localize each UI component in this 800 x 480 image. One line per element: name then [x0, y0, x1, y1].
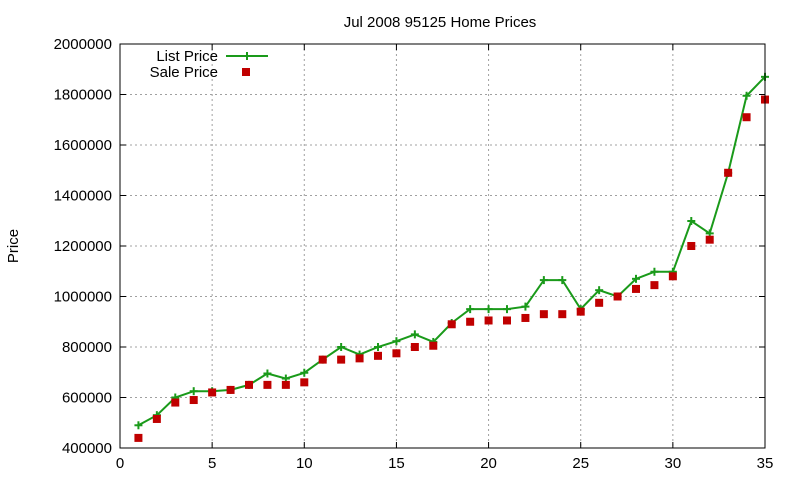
- sale-price-point: [245, 380, 253, 389]
- sale-price-point: [447, 320, 456, 329]
- sale-price-point: [742, 113, 751, 122]
- list-price-point: [337, 343, 346, 351]
- list-price-point: [392, 337, 401, 346]
- y-tick-label: 400000: [62, 440, 112, 457]
- y-tick-label: 1400000: [54, 188, 112, 205]
- y-axis-label: Price: [5, 229, 22, 263]
- y-tick-label: 1000000: [54, 289, 112, 306]
- grid-lines: [120, 44, 765, 448]
- sale-price-point: [355, 354, 364, 363]
- list-price-point: [263, 369, 272, 378]
- sale-price-point: [134, 433, 143, 442]
- y-tick-label: 1800000: [54, 87, 112, 104]
- sale-price-point: [632, 284, 640, 293]
- sale-price-point: [429, 341, 438, 350]
- sale-price-point: [226, 385, 235, 394]
- x-tick-label: 35: [757, 455, 774, 472]
- x-tick-label: 20: [480, 455, 497, 472]
- sale-price-point: [650, 281, 659, 290]
- x-tick-label: 15: [388, 455, 405, 472]
- legend-marker: [242, 68, 250, 76]
- series-layer: [134, 72, 769, 442]
- sale-price-point: [521, 313, 530, 322]
- x-tick-label: 0: [116, 455, 124, 472]
- legend-label: Sale Price: [150, 64, 218, 81]
- sale-price-point: [687, 242, 696, 250]
- y-tick-label: 2000000: [54, 36, 112, 53]
- y-tick-label: 1200000: [54, 238, 112, 255]
- sale-price-point: [705, 235, 714, 244]
- sale-price-point: [576, 307, 585, 316]
- sale-price-point: [503, 316, 511, 325]
- chart-title: Jul 2008 95125 Home Prices: [344, 14, 537, 31]
- list-price-point: [521, 302, 530, 311]
- sale-price-point: [263, 380, 272, 389]
- x-tick-label: 5: [208, 455, 216, 472]
- list-price-point: [374, 343, 382, 351]
- sale-price-point: [410, 343, 419, 351]
- sale-price-point: [484, 316, 493, 325]
- list-price-point: [558, 276, 567, 285]
- sale-price-point: [208, 388, 217, 397]
- sale-price-point: [558, 310, 567, 319]
- plot-frame: [119, 43, 766, 449]
- sale-price-point: [374, 351, 382, 360]
- list-price-point: [466, 305, 475, 314]
- y-tick-label: 1600000: [54, 137, 112, 154]
- x-tick-label: 25: [572, 455, 589, 472]
- x-tick-label: 30: [665, 455, 682, 472]
- legend-marker: [243, 52, 251, 60]
- y-tick-label: 800000: [62, 339, 112, 356]
- sale-price-point: [613, 292, 622, 301]
- list-price-point: [410, 330, 419, 339]
- sale-price-point: [171, 398, 180, 407]
- x-tick-label: 10: [296, 455, 313, 472]
- sale-price-point: [392, 349, 401, 358]
- legend-label: List Price: [156, 48, 218, 65]
- y-tick-label: 600000: [62, 390, 112, 407]
- sale-price-point: [189, 396, 198, 405]
- list-price-line: [137, 76, 766, 427]
- list-price-point: [134, 421, 143, 430]
- list-price-point: [632, 274, 640, 283]
- sale-price-point: [668, 272, 677, 281]
- axis-ticks: 400000 600000 800000 1000000 1200000 1400000 1…: [54, 36, 774, 472]
- list-price-point: [687, 217, 696, 226]
- list-price-point: [484, 305, 493, 314]
- list-price-point: [539, 276, 548, 285]
- list-price-point: [650, 267, 659, 276]
- sale-price-point: [337, 355, 346, 364]
- sale-price-point: [539, 310, 548, 319]
- sale-price-point: [281, 380, 290, 389]
- list-price-point: [300, 368, 309, 377]
- sale-price-point: [595, 298, 604, 307]
- list-price-point: [189, 387, 198, 396]
- sale-price-point: [300, 378, 309, 387]
- list-price-point: [595, 286, 604, 295]
- sale-price-point: [466, 317, 475, 326]
- list-price-point: [742, 91, 751, 100]
- sale-price-point: [724, 168, 733, 177]
- sale-price-point: [152, 414, 161, 423]
- series-1: [134, 72, 769, 430]
- list-price-point: [503, 305, 511, 314]
- sale-price-point: [318, 355, 327, 364]
